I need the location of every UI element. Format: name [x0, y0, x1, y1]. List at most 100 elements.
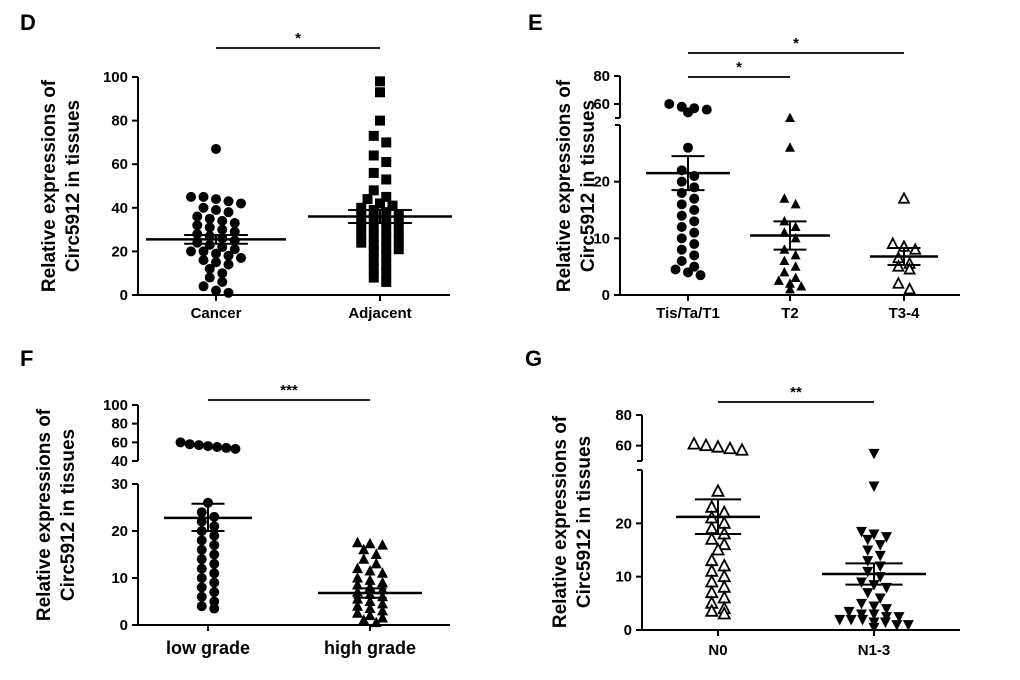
data-point — [704, 531, 719, 545]
series-triangle-down-filled — [834, 448, 914, 634]
panel-label: F — [20, 346, 33, 371]
data-point — [381, 174, 392, 185]
data-point — [862, 545, 874, 556]
data-point — [370, 557, 382, 569]
series-circle-filled — [175, 437, 241, 614]
data-point — [862, 566, 874, 578]
data-point — [868, 448, 880, 460]
data-point — [196, 516, 207, 527]
data-point — [358, 543, 370, 555]
y-tick-label: 40 — [111, 200, 128, 217]
data-point — [670, 264, 681, 275]
panel-e: E Relative expressions of Circ5912 in tiss… — [528, 10, 960, 322]
data-point — [358, 614, 370, 625]
data-point — [352, 600, 363, 611]
data-point — [881, 532, 892, 543]
data-point — [352, 579, 363, 590]
data-point — [368, 150, 379, 161]
data-point — [701, 104, 712, 115]
y-axis-label-line: Circ5912 in tissues — [58, 429, 79, 601]
data-point — [879, 617, 891, 628]
data-point — [217, 268, 228, 279]
x-tick-label: Cancer — [191, 305, 242, 322]
data-point — [902, 620, 914, 631]
data-point — [368, 246, 379, 257]
series-circle-filled — [186, 143, 246, 298]
data-point — [209, 540, 220, 551]
data-point — [209, 568, 220, 579]
y-axis-label-line: Circ5912 in tissues — [574, 436, 595, 608]
x-tick-label: N0 — [708, 642, 727, 659]
y-axis-label-line: Relative expressions of — [34, 408, 55, 621]
panel-d: D Relative expressions of Circ5912 in tiss… — [20, 10, 452, 322]
series-square-filled — [356, 76, 404, 287]
y-axis-label-line: Relative expressions of — [550, 415, 571, 628]
data-point — [193, 440, 204, 451]
data-point — [368, 239, 379, 250]
data-point — [368, 263, 379, 274]
data-point — [886, 236, 900, 249]
data-point — [689, 239, 700, 249]
data-point — [785, 283, 795, 294]
data-point — [209, 587, 220, 598]
data-point — [881, 612, 892, 623]
data-point — [676, 244, 687, 255]
data-point — [358, 553, 370, 564]
data-point — [377, 576, 388, 588]
y-tick-label: 100 — [103, 397, 128, 414]
data-point — [196, 601, 207, 612]
data-point — [223, 196, 234, 207]
data-point — [229, 244, 240, 255]
data-point — [211, 285, 221, 296]
panel-label: D — [20, 10, 36, 35]
data-point — [381, 224, 392, 235]
data-point — [868, 617, 880, 628]
data-point — [236, 252, 246, 263]
series-triangle-open — [886, 191, 922, 295]
data-point — [377, 604, 388, 616]
data-point — [393, 244, 404, 255]
y-tick-label: 60 — [615, 438, 632, 455]
data-point — [381, 157, 392, 168]
data-point — [695, 270, 706, 281]
y-tick-label: 10 — [111, 570, 128, 587]
data-point — [368, 272, 379, 283]
data-point — [843, 606, 855, 618]
y-tick-label: 10 — [593, 230, 610, 247]
data-point — [211, 257, 221, 268]
data-point — [785, 278, 795, 288]
data-point — [364, 609, 376, 621]
y-tick-label: 0 — [624, 622, 632, 639]
data-point — [364, 537, 376, 549]
data-point — [676, 176, 687, 187]
data-point — [223, 207, 234, 218]
data-point — [881, 604, 892, 615]
data-point — [862, 588, 874, 599]
data-point — [897, 191, 911, 204]
x-tick-label: Adjacent — [348, 305, 411, 322]
data-point — [223, 287, 234, 298]
data-point — [683, 142, 693, 153]
y-tick-label: 100 — [103, 69, 128, 86]
data-point — [377, 567, 388, 578]
y-tick-label: 20 — [111, 243, 128, 260]
data-point — [364, 564, 376, 576]
data-point — [198, 191, 209, 202]
y-axis-label-line: Circ5912 in tissues — [578, 100, 599, 272]
data-point — [209, 558, 220, 569]
data-point — [364, 602, 376, 614]
y-tick-label: 0 — [120, 287, 128, 304]
data-point — [356, 220, 367, 231]
data-point — [223, 250, 234, 261]
data-point — [368, 185, 379, 196]
data-point — [375, 198, 385, 209]
data-point — [676, 233, 687, 244]
data-point — [381, 268, 392, 279]
data-point — [790, 249, 801, 260]
data-point — [377, 611, 388, 623]
data-point — [203, 441, 213, 452]
data-point — [699, 437, 713, 452]
data-point — [352, 536, 363, 548]
y-tick-label: 60 — [111, 156, 128, 173]
data-point — [377, 539, 388, 550]
